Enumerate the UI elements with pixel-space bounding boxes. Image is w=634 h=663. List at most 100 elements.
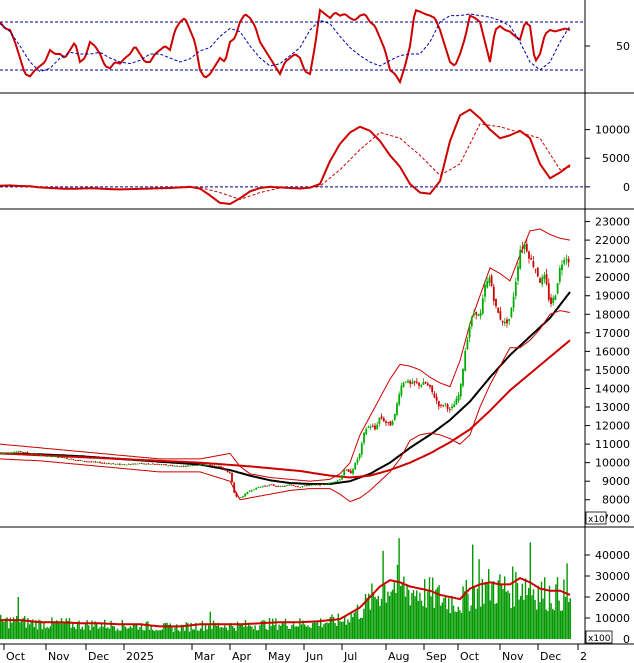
- volume-bar: [238, 623, 240, 639]
- candle-body: [525, 244, 528, 252]
- volume-bar: [531, 595, 533, 639]
- candle-body: [420, 384, 423, 387]
- volume-bar: [403, 576, 405, 639]
- volume-bar: [427, 590, 429, 639]
- volume-bar: [150, 625, 152, 639]
- volume-bar: [539, 602, 541, 639]
- candle-body: [57, 456, 60, 458]
- x-tick-label: Nov: [502, 650, 524, 663]
- candle-body: [46, 456, 49, 457]
- volume-bar: [334, 623, 336, 639]
- candle-body: [358, 453, 361, 459]
- candle-body: [541, 277, 544, 285]
- volume-bar: [64, 622, 66, 639]
- volume-bar: [401, 583, 403, 639]
- candle-body: [11, 452, 13, 454]
- volume-bar: [123, 625, 125, 639]
- x-tick-label: Apr: [232, 650, 252, 663]
- volume-bar: [56, 620, 58, 639]
- volume-bar: [416, 590, 418, 639]
- volume-bar: [75, 628, 77, 639]
- multiplier-text: x10: [588, 515, 605, 525]
- volume-bar: [233, 628, 235, 639]
- candle-body: [462, 368, 464, 386]
- volume-bar: [528, 587, 530, 639]
- candle-body: [305, 485, 308, 487]
- candle-body: [477, 314, 480, 316]
- volume-bar: [518, 599, 520, 639]
- volume-bar: [361, 617, 363, 639]
- volume-bar: [243, 626, 245, 639]
- volume-bar: [46, 626, 48, 639]
- volume-bar: [520, 595, 522, 639]
- candle-body: [356, 459, 359, 463]
- volume-bar: [126, 628, 128, 639]
- volume-bar: [41, 629, 43, 639]
- volume-bar: [425, 607, 427, 639]
- volume-bar: [25, 627, 27, 639]
- volume-bar: [536, 609, 538, 639]
- candle-body: [202, 464, 205, 466]
- candle-body: [110, 463, 112, 465]
- volume-bar: [384, 584, 386, 639]
- candle-body: [338, 479, 341, 481]
- volume-bar: [201, 620, 203, 639]
- volume-bar: [265, 629, 267, 639]
- volume-bar: [456, 612, 458, 639]
- volume-bar: [385, 602, 387, 639]
- volume-bar: [110, 620, 112, 639]
- candle-body: [211, 465, 214, 467]
- volume-bar: [406, 585, 408, 639]
- volume-bar: [526, 594, 528, 639]
- volume-bar: [172, 631, 175, 639]
- volume-bar: [83, 629, 85, 639]
- candle-body: [222, 467, 225, 469]
- stochastic-k-line: [0, 8, 571, 85]
- volume-bar: [552, 608, 554, 639]
- volume-bar: [379, 605, 381, 639]
- volume-bar: [9, 617, 11, 639]
- x-tick-label: May: [268, 650, 291, 663]
- candle-body: [464, 350, 467, 372]
- candle-body: [297, 486, 299, 488]
- volume-bar: [513, 606, 515, 639]
- volume-bar: [483, 603, 485, 639]
- candle-body: [503, 321, 506, 324]
- candle-body: [389, 421, 392, 426]
- volume-bar: [134, 624, 136, 639]
- candle-body: [114, 463, 117, 465]
- volume-bar: [43, 621, 45, 639]
- candle-body: [547, 283, 550, 300]
- volume-bar: [457, 606, 459, 639]
- candle-body: [431, 385, 434, 393]
- y-tick-label: 19000: [595, 290, 630, 303]
- volume-bar: [198, 630, 200, 639]
- volume-bar: [204, 624, 207, 639]
- candle-body: [567, 258, 570, 263]
- candle-body: [253, 489, 255, 491]
- volume-bar: [166, 622, 168, 639]
- candle-body: [367, 426, 370, 428]
- volume-bar: [96, 623, 98, 639]
- candle-body: [556, 283, 559, 294]
- candle-body: [123, 464, 126, 466]
- volume-bar: [548, 585, 551, 639]
- y-tick-label: 21000: [595, 253, 630, 266]
- candle-body: [13, 452, 16, 454]
- candle-body: [74, 460, 77, 461]
- volume-bar: [113, 626, 115, 639]
- volume-bar: [507, 590, 509, 639]
- candle-body: [136, 463, 139, 465]
- volume-bar: [225, 627, 227, 639]
- volume-bar: [484, 582, 487, 639]
- candle-body: [429, 384, 431, 387]
- volume-bar: [259, 625, 261, 639]
- x-tick-label: Aug: [388, 650, 409, 663]
- volume-bar: [244, 620, 247, 639]
- volume-bar: [449, 613, 451, 639]
- volume-bar: [286, 625, 288, 639]
- y-tick-label: 23000: [595, 216, 630, 229]
- candle-body: [39, 455, 42, 456]
- volume-bar: [540, 581, 543, 639]
